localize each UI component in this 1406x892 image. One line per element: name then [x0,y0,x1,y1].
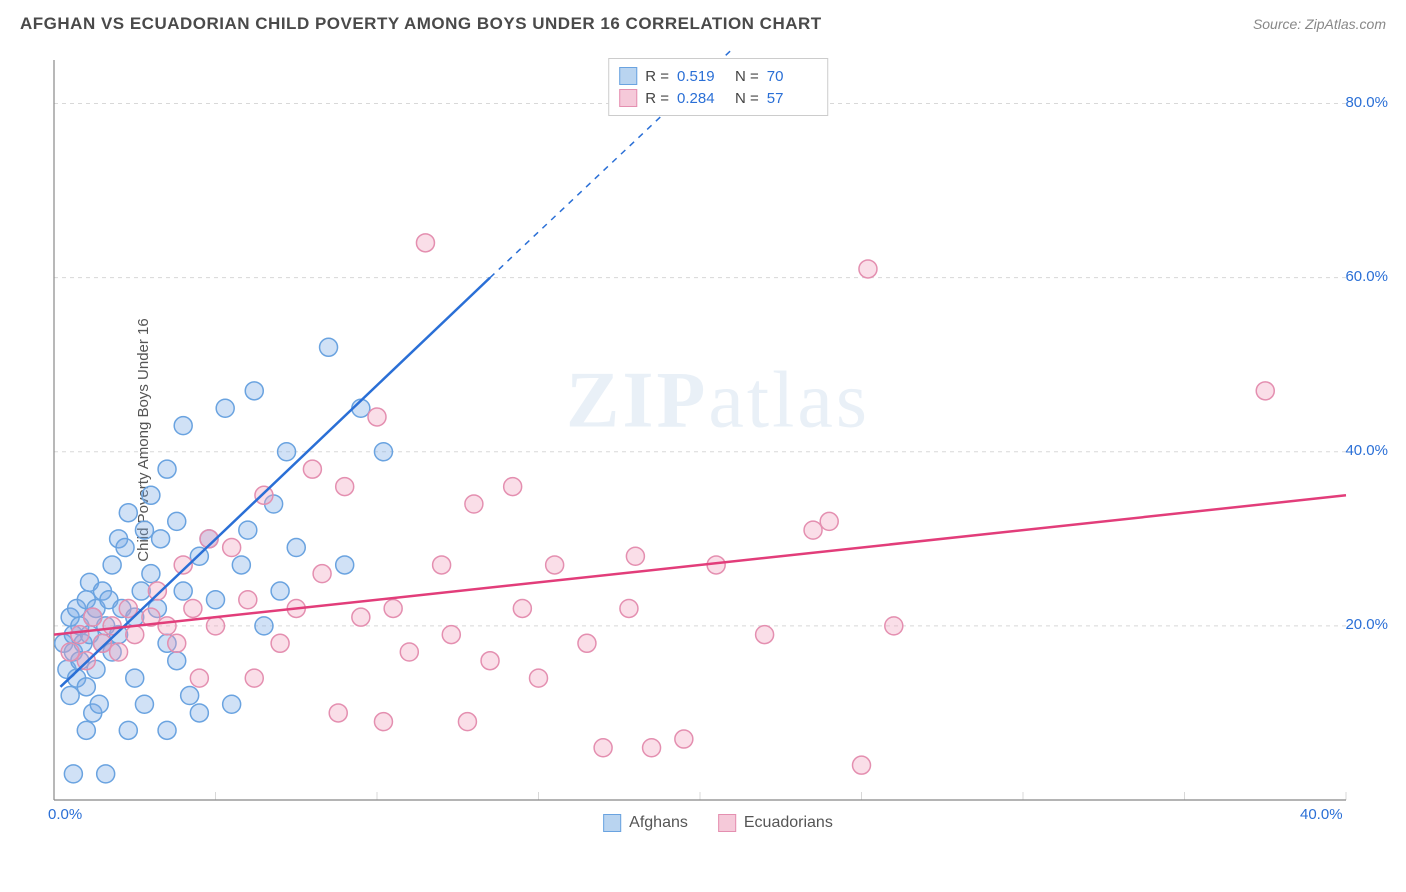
series-name: Ecuadorians [744,814,833,832]
series-legend-item: Ecuadorians [718,814,833,832]
stat-r-label: R = [645,90,669,107]
y-tick-label: 40.0% [1345,442,1388,459]
x-tick-label: 40.0% [1300,806,1343,823]
y-tick-label: 20.0% [1345,616,1388,633]
chart-title: AFGHAN VS ECUADORIAN CHILD POVERTY AMONG… [20,14,822,34]
series-legend-item: Afghans [603,814,688,832]
legend-swatch [603,814,621,832]
legend-swatch [718,814,736,832]
stat-n-label: N = [735,90,759,107]
stat-n-label: N = [735,68,759,85]
legend-stats-row: R = 0.519 N = 70 [619,65,817,87]
legend-stats-row: R = 0.284 N = 57 [619,87,817,109]
series-name: Afghans [629,814,688,832]
stat-r-value: 0.284 [677,90,727,107]
legend-swatch [619,67,637,85]
chart-area: Child Poverty Among Boys Under 16 ZIPatl… [50,50,1386,830]
scatter-plot [50,50,1386,830]
y-tick-label: 80.0% [1345,94,1388,111]
stat-n-value: 57 [767,90,817,107]
stat-r-value: 0.519 [677,68,727,85]
legend-stats-box: R = 0.519 N = 70 R = 0.284 N = 57 [608,58,828,116]
x-tick-label: 0.0% [48,806,82,823]
source-attribution: Source: ZipAtlas.com [1253,16,1386,32]
series-legend: Afghans Ecuadorians [603,814,833,832]
legend-swatch [619,89,637,107]
stat-r-label: R = [645,68,669,85]
stat-n-value: 70 [767,68,817,85]
y-tick-label: 60.0% [1345,268,1388,285]
